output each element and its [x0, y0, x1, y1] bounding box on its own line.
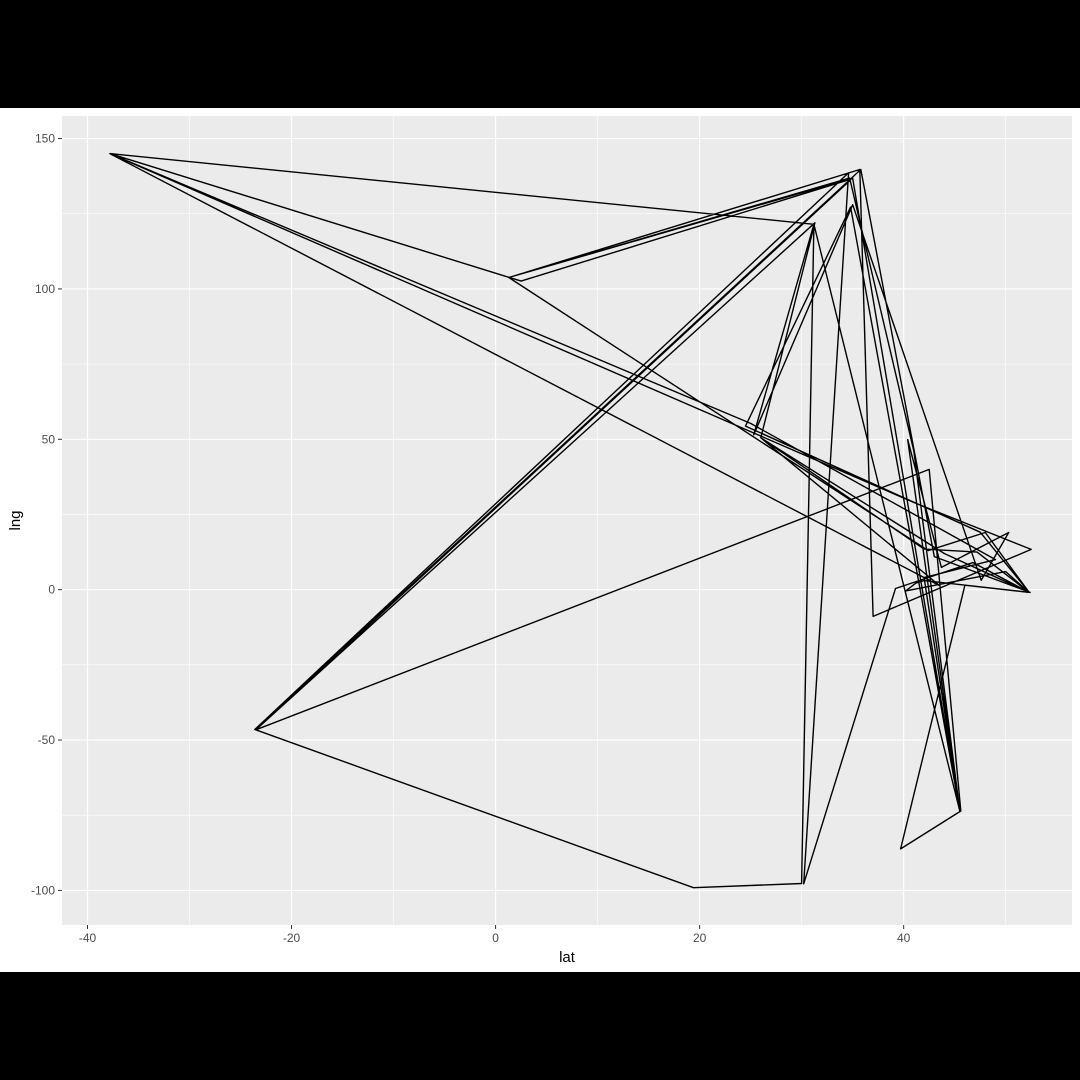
y-tick-label: 100: [35, 282, 55, 296]
chart-frame: -40 -20 0 20 40 -100 -50 0 50 100 150 lat lng: [0, 108, 1080, 972]
axis-ticks: [58, 138, 905, 929]
y-tick-label: -50: [38, 733, 56, 747]
series-line: [109, 152, 1032, 889]
x-tick-label: 20: [693, 931, 707, 945]
plot-panel: [62, 116, 1072, 925]
y-tick-label: -100: [31, 883, 55, 897]
tick-labels: -40 -20 0 20 40 -100 -50 0 50 100 150: [31, 132, 911, 945]
major-gridlines: [62, 116, 1072, 925]
x-tick-label: 40: [897, 931, 911, 945]
x-tick-label: -20: [283, 931, 301, 945]
x-tick-label: 0: [492, 931, 499, 945]
line-chart: -40 -20 0 20 40 -100 -50 0 50 100 150 lat lng: [7, 116, 1072, 966]
y-tick-label: 0: [48, 583, 55, 597]
x-tick-label: -40: [79, 931, 97, 945]
x-axis-title: lat: [559, 949, 576, 966]
data-layer: [109, 152, 1032, 889]
y-tick-label: 150: [35, 132, 55, 146]
y-tick-label: 50: [42, 432, 56, 446]
y-axis-title: lng: [7, 510, 24, 530]
